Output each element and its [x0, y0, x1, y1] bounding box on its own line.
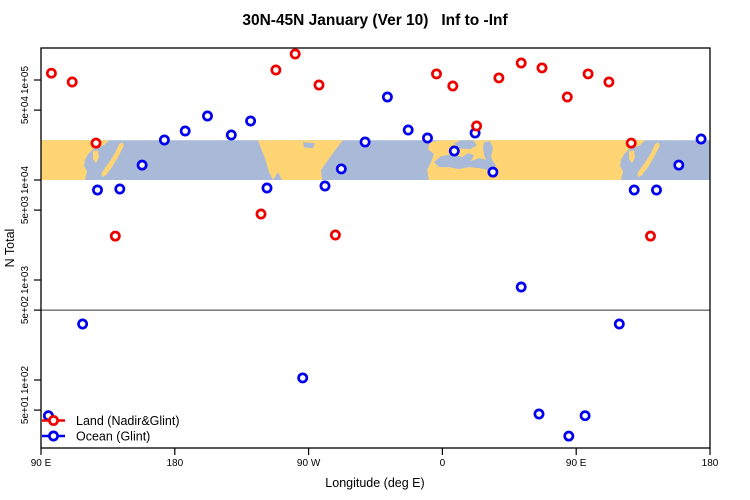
plot-box — [40, 47, 711, 449]
land-polygon-japan_west — [101, 142, 124, 177]
data-point-ocean — [319, 180, 331, 192]
data-point-ocean — [695, 133, 707, 145]
data-point-land — [645, 230, 656, 242]
legend: Land (Nadir&Glint) Ocean (Glint) — [42, 414, 180, 444]
data-point-ocean — [515, 281, 527, 293]
data-point-ocean — [613, 318, 625, 330]
data-point-ocean — [579, 410, 591, 422]
data-point-land — [493, 72, 505, 84]
y-tick-label: 1e+03 — [20, 266, 31, 295]
data-point-land — [431, 68, 442, 80]
data-point-ocean — [628, 184, 640, 196]
ocean-polygon-mediterranean — [434, 153, 496, 171]
data-point-ocean — [261, 182, 273, 194]
data-point-land — [471, 120, 483, 132]
y-axis-label: N Total — [3, 229, 17, 268]
ocean-polygon-black_sea — [454, 140, 477, 150]
data-point-ocean — [92, 184, 103, 196]
legend-marker-ocean — [48, 430, 59, 442]
data-point-ocean — [402, 124, 414, 136]
data-point-land — [561, 91, 573, 103]
y-tick-label: 5e+02 — [20, 296, 31, 325]
data-point-land — [270, 64, 282, 76]
data-point-land — [447, 80, 459, 92]
x-tick-label: 180 — [166, 458, 183, 469]
data-point-ocean — [422, 132, 433, 144]
land-polygon-korea_east — [629, 150, 635, 164]
ocean-polygon-caspian_sea — [483, 141, 493, 165]
data-point-ocean — [114, 183, 126, 195]
x-tick-label: 90 E — [31, 458, 52, 469]
data-point-ocean — [136, 159, 148, 171]
legend-label-land: Land (Nadir&Glint) — [76, 414, 180, 428]
data-point-ocean — [245, 115, 257, 127]
data-point-ocean — [225, 129, 237, 141]
y-tick-label: 5e+01 — [20, 396, 31, 425]
data-point-ocean — [673, 159, 685, 171]
data-point-land — [329, 229, 341, 241]
legend-label-ocean: Ocean (Glint) — [76, 430, 150, 444]
data-point-land — [109, 230, 121, 242]
chart-title: 30N-45N January (Ver 10) Inf to -Inf — [242, 12, 508, 29]
data-point-ocean — [533, 408, 545, 420]
data-point-ocean — [381, 91, 393, 103]
data-point-land — [66, 76, 78, 88]
data-point-ocean — [158, 134, 170, 146]
data-point-ocean — [335, 163, 347, 175]
x-tick-label: 180 — [702, 458, 719, 469]
data-point-ocean — [179, 125, 191, 137]
data-point-land — [625, 137, 637, 149]
legend-item-land: Land (Nadir&Glint) — [42, 414, 180, 428]
ocean-polygon-great_lakes — [303, 142, 315, 149]
land-polygon-korea_west — [93, 150, 99, 164]
data-point-land — [255, 208, 267, 220]
data-points — [42, 48, 707, 442]
data-point-land — [582, 68, 594, 80]
y-tick-label: 5e+03 — [20, 196, 31, 225]
data-point-ocean — [448, 145, 460, 157]
land-polygon-asia_west — [41, 140, 109, 180]
y-tick-label: 1e+04 — [20, 166, 31, 195]
data-point-land — [603, 76, 615, 88]
data-point-ocean — [651, 184, 662, 196]
x-tick-label: 0 — [440, 458, 446, 469]
data-point-land — [515, 57, 527, 69]
data-point-land — [289, 48, 301, 60]
x-tick-label: 90 E — [566, 458, 587, 469]
legend-marker-land — [48, 415, 59, 426]
land-polygon-eurasia — [427, 140, 645, 180]
data-point-land — [313, 79, 325, 91]
data-point-land — [90, 137, 102, 149]
y-tick-label: 5e+04 — [20, 96, 31, 125]
data-point-ocean — [77, 318, 89, 330]
data-point-ocean — [359, 136, 371, 148]
data-point-ocean — [487, 166, 499, 178]
land-polygon-north_america — [258, 140, 343, 180]
y-tick-label: 1e+05 — [20, 66, 31, 95]
data-point-land — [45, 67, 57, 79]
y-tick-label: 1e+02 — [20, 366, 31, 395]
x-tick-label: 90 W — [297, 458, 321, 469]
data-point-ocean — [202, 110, 213, 122]
data-point-ocean — [563, 430, 575, 442]
x-axis-label: Longitude (deg E) — [325, 476, 424, 490]
data-point-ocean — [297, 372, 309, 384]
map-band — [41, 140, 710, 180]
land-polygon-japan_east — [637, 142, 660, 177]
legend-item-ocean: Ocean (Glint) — [42, 430, 150, 444]
data-point-land — [536, 62, 548, 74]
